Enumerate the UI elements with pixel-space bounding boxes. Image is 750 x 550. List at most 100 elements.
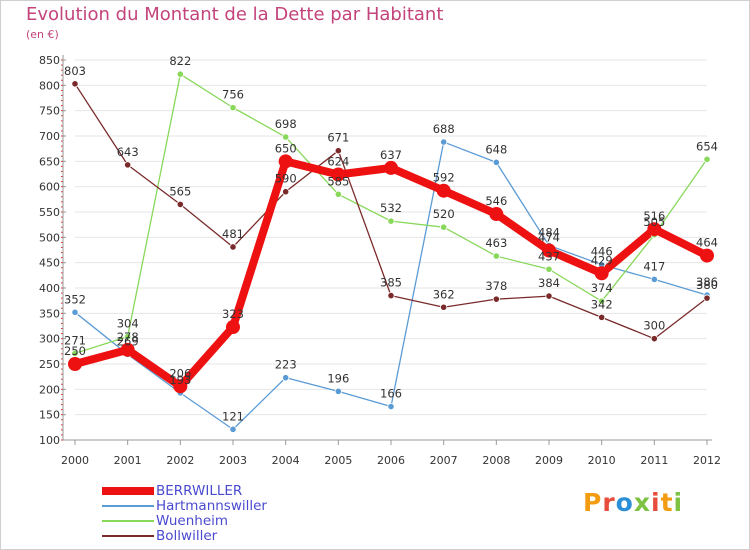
logo-letter: t xyxy=(660,488,674,517)
data-point xyxy=(598,313,606,321)
logo-letter: i xyxy=(651,488,661,517)
legend-label: Hartmannswiller xyxy=(156,497,267,514)
x-tick-label: 2001 xyxy=(114,454,142,467)
data-point xyxy=(542,243,556,258)
data-label: 464 xyxy=(696,236,718,250)
data-point xyxy=(492,158,500,166)
data-label: 481 xyxy=(222,227,244,241)
legend-swatch xyxy=(102,519,154,522)
data-label: 446 xyxy=(591,245,613,259)
data-point xyxy=(384,160,398,175)
data-label: 532 xyxy=(380,201,402,215)
data-label: 304 xyxy=(117,317,139,331)
data-point xyxy=(229,104,237,112)
data-label: 822 xyxy=(169,54,191,68)
data-label: 520 xyxy=(433,207,455,221)
data-label: 196 xyxy=(327,371,349,385)
data-label: 592 xyxy=(433,171,455,185)
legend-label: Wuenheim xyxy=(156,512,229,529)
y-tick-label: 700 xyxy=(39,130,60,143)
y-tick-label: 350 xyxy=(39,307,60,320)
x-tick-label: 2007 xyxy=(430,454,458,467)
data-point xyxy=(703,294,711,302)
logo-letter: o xyxy=(615,488,634,517)
data-point xyxy=(282,133,290,141)
chart-title: Evolution du Montant de la Dette par Hab… xyxy=(26,4,444,25)
y-tick-label: 450 xyxy=(39,257,60,270)
x-tick-label: 2005 xyxy=(324,454,352,467)
data-point xyxy=(700,248,714,263)
y-tick-label: 400 xyxy=(39,282,60,295)
data-label: 429 xyxy=(591,253,613,267)
data-label: 803 xyxy=(64,64,86,78)
axes xyxy=(61,55,712,445)
data-label: 323 xyxy=(222,307,244,321)
x-tick-label: 2003 xyxy=(219,454,247,467)
x-tick-label: 2012 xyxy=(693,454,721,467)
data-points xyxy=(68,70,714,433)
data-point xyxy=(120,342,135,357)
logo-letter: x xyxy=(633,488,651,517)
data-point xyxy=(226,320,240,335)
y-tick-labels: 100 150 200 250 300 350 400 450 500 550 600 650 700 7… xyxy=(39,54,60,447)
data-label: 417 xyxy=(643,259,665,273)
data-label: 546 xyxy=(485,194,507,208)
data-point xyxy=(71,308,79,316)
data-point xyxy=(647,222,662,237)
data-point xyxy=(440,223,448,231)
x-tick-label: 2009 xyxy=(535,454,563,467)
y-tick-label: 150 xyxy=(39,409,60,422)
data-label: 250 xyxy=(64,344,86,358)
data-point xyxy=(703,155,711,163)
y-tick-label: 200 xyxy=(39,383,60,396)
logo-letter: r xyxy=(602,488,616,517)
chart-subtitle: (en €) xyxy=(26,28,59,41)
data-point xyxy=(229,243,237,251)
y-tick-label: 600 xyxy=(39,181,60,194)
data-point xyxy=(545,292,553,300)
data-point xyxy=(173,379,188,394)
proxiti-logo: Proxiti xyxy=(583,488,683,517)
legend-swatch xyxy=(102,534,154,537)
data-label: 437 xyxy=(538,249,560,263)
data-point xyxy=(436,183,451,198)
data-label: 223 xyxy=(275,358,297,372)
data-point xyxy=(68,357,82,371)
data-point xyxy=(124,161,132,169)
data-point xyxy=(440,303,448,311)
legend-item: Wuenheim xyxy=(102,512,267,529)
data-label: 565 xyxy=(169,184,191,198)
data-label: 362 xyxy=(433,287,455,301)
data-label: 380 xyxy=(696,278,718,292)
data-label: 688 xyxy=(433,122,455,136)
data-label: 278 xyxy=(117,330,139,344)
data-point xyxy=(598,297,606,305)
data-label: 698 xyxy=(275,117,297,131)
legend-swatch xyxy=(102,486,154,495)
data-point xyxy=(282,188,290,196)
y-tick-label: 850 xyxy=(39,54,60,67)
y-tick-label: 550 xyxy=(39,206,60,219)
data-point xyxy=(594,266,609,281)
data-point xyxy=(282,374,290,382)
logo-letter: P xyxy=(583,488,603,517)
data-point xyxy=(331,167,346,182)
x-tick-label: 2002 xyxy=(166,454,194,467)
data-label: 624 xyxy=(327,155,349,169)
data-point xyxy=(440,138,448,146)
data-point xyxy=(489,207,504,222)
data-label: 484 xyxy=(538,225,560,239)
legend-item: BERRWILLER xyxy=(102,483,267,499)
x-tick-label: 2006 xyxy=(377,454,405,467)
data-point xyxy=(71,80,79,88)
y-tick-label: 250 xyxy=(39,358,60,371)
data-label: 648 xyxy=(485,142,507,156)
data-label: 374 xyxy=(591,281,613,295)
data-label: 643 xyxy=(117,145,139,159)
data-label: 385 xyxy=(380,276,402,290)
y-tick-label: 100 xyxy=(39,434,60,447)
y-tick-label: 650 xyxy=(39,155,60,168)
x-tick-label: 2010 xyxy=(588,454,616,467)
data-label: 193 xyxy=(169,373,191,387)
data-point xyxy=(334,190,342,198)
